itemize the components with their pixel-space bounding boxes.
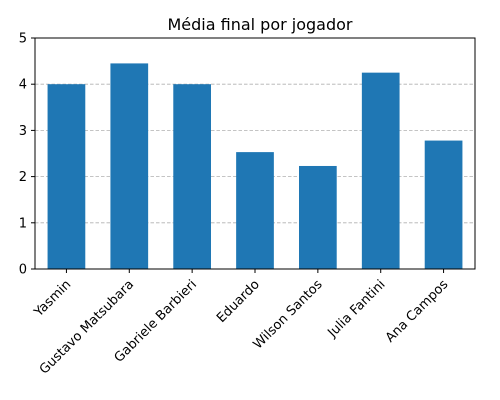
- x-tick-label: Julia Fantini: [325, 277, 389, 341]
- y-tick-label: 0: [19, 263, 27, 278]
- y-tick-label: 1: [19, 216, 27, 231]
- bar: [173, 84, 211, 269]
- y-tick-label: 3: [19, 124, 27, 139]
- y-tick-label: 2: [19, 170, 27, 185]
- x-tick-label: Yasmin: [31, 277, 74, 320]
- y-tick-label: 5: [19, 32, 27, 47]
- y-axis-ticks: 0 1 2 3 4 5: [19, 32, 35, 278]
- bar: [47, 84, 86, 269]
- bar: [110, 63, 149, 269]
- bars: [47, 63, 463, 270]
- bar: [236, 152, 274, 269]
- bar: [424, 140, 463, 269]
- y-tick-label: 4: [19, 78, 27, 93]
- x-tick-label: Ana Campos: [383, 277, 452, 346]
- bar: [361, 72, 400, 270]
- x-tick-label: Eduardo: [214, 277, 263, 326]
- bar: [299, 165, 337, 269]
- chart-title: Média final por jogador: [167, 15, 352, 34]
